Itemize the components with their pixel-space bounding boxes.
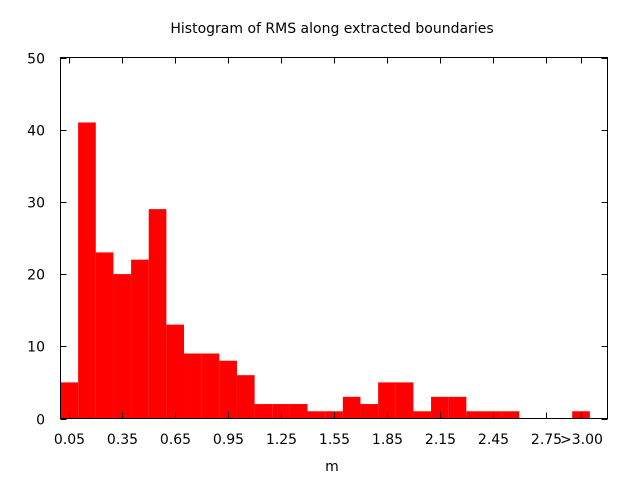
x-tick-label: 0.95 <box>213 432 244 448</box>
histogram-bar <box>166 324 185 419</box>
x-tick-label: 2.15 <box>425 432 456 448</box>
y-tick-label: 10 <box>27 340 45 356</box>
y-tick-label: 50 <box>27 52 45 68</box>
histogram-bar <box>78 122 96 419</box>
x-tick-label: 1.55 <box>319 432 350 448</box>
x-tick-label: 1.25 <box>266 432 297 448</box>
histogram-bar <box>113 274 132 419</box>
histogram-bar <box>236 375 255 419</box>
histogram-bar <box>483 411 502 419</box>
y-tick-label: 40 <box>27 124 45 140</box>
tick-labels-layer: 0.05 0.35 0.65 0.95 1.25 1.55 1.85 2.15 2.45 2.75… <box>27 52 603 449</box>
histogram-bar <box>431 396 449 419</box>
histogram-bar <box>395 382 414 419</box>
histogram-bar <box>60 382 79 419</box>
histogram-bar <box>378 382 396 419</box>
y-tick-label: 20 <box>27 268 45 284</box>
ticks-layer <box>60 57 608 420</box>
chart-title: Histogram of RMS along extracted boundar… <box>170 21 493 37</box>
x-tick-label: 0.35 <box>107 432 138 448</box>
x-tick-label: >3.00 <box>560 432 603 448</box>
histogram-bar <box>219 360 237 419</box>
x-axis-label: m <box>325 459 339 475</box>
bars-layer <box>60 122 590 419</box>
histogram-bar <box>148 209 167 419</box>
histogram-bar <box>413 411 432 419</box>
histogram-bar <box>272 404 290 419</box>
histogram-bar <box>307 411 326 419</box>
x-tick-label: 0.05 <box>54 432 85 448</box>
histogram-bar <box>289 404 308 419</box>
y-tick-label: 0 <box>36 413 45 429</box>
histogram-bar <box>95 252 114 419</box>
histogram-bar <box>501 411 520 419</box>
histogram-bar <box>360 404 379 419</box>
histogram-bar <box>448 396 467 419</box>
x-tick-label: 2.75 <box>531 432 562 448</box>
y-tick-label: 30 <box>27 196 45 212</box>
histogram-bar <box>184 353 202 419</box>
histogram-bar <box>131 259 149 419</box>
histogram-bar <box>254 404 273 419</box>
x-tick-label: 1.85 <box>372 432 403 448</box>
histogram-bar <box>466 411 484 419</box>
x-tick-label: 0.65 <box>160 432 191 448</box>
histogram-bar <box>201 353 220 419</box>
x-tick-label: 2.45 <box>478 432 509 448</box>
histogram-bar <box>342 396 361 419</box>
